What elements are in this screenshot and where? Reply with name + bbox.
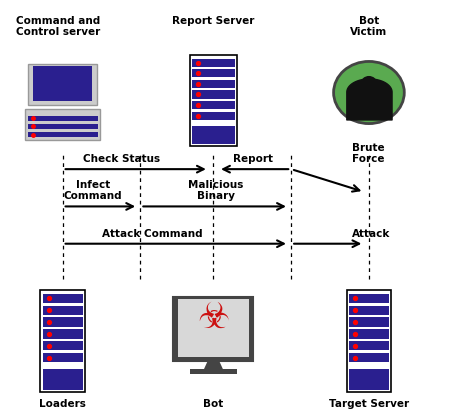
Polygon shape — [203, 361, 224, 371]
FancyBboxPatch shape — [33, 65, 92, 101]
FancyBboxPatch shape — [192, 58, 235, 67]
Text: Infect
Command: Infect Command — [64, 180, 123, 201]
FancyBboxPatch shape — [190, 55, 237, 146]
FancyBboxPatch shape — [192, 69, 235, 78]
Text: Attack: Attack — [353, 229, 391, 239]
Text: Target Server: Target Server — [329, 399, 409, 409]
Text: Command and
Control server: Command and Control server — [16, 16, 100, 38]
Text: Attack Command: Attack Command — [102, 229, 202, 239]
FancyBboxPatch shape — [28, 132, 98, 137]
FancyBboxPatch shape — [192, 101, 235, 109]
FancyBboxPatch shape — [43, 329, 82, 339]
FancyBboxPatch shape — [43, 353, 82, 362]
FancyBboxPatch shape — [349, 341, 389, 350]
Text: Bot
Victim: Bot Victim — [350, 16, 388, 38]
FancyBboxPatch shape — [192, 80, 235, 88]
Text: Report Server: Report Server — [172, 16, 255, 26]
Text: Bot: Bot — [203, 399, 224, 409]
Text: Malicious
Binary: Malicious Binary — [188, 180, 244, 201]
FancyBboxPatch shape — [349, 369, 389, 390]
FancyBboxPatch shape — [349, 329, 389, 339]
FancyBboxPatch shape — [346, 290, 392, 392]
FancyBboxPatch shape — [190, 369, 237, 374]
Text: Brute
Force: Brute Force — [353, 143, 385, 164]
FancyBboxPatch shape — [349, 317, 389, 327]
FancyBboxPatch shape — [192, 90, 235, 98]
Text: ☣: ☣ — [197, 301, 229, 335]
FancyBboxPatch shape — [43, 341, 82, 350]
FancyBboxPatch shape — [25, 109, 100, 140]
FancyBboxPatch shape — [43, 294, 82, 303]
FancyBboxPatch shape — [349, 353, 389, 362]
Text: Check Status: Check Status — [83, 154, 160, 164]
Circle shape — [361, 76, 377, 90]
Text: Report: Report — [234, 154, 273, 164]
FancyBboxPatch shape — [349, 306, 389, 315]
FancyBboxPatch shape — [349, 294, 389, 303]
Circle shape — [334, 61, 404, 123]
Text: Loaders: Loaders — [39, 399, 86, 409]
FancyBboxPatch shape — [173, 296, 254, 361]
FancyBboxPatch shape — [43, 369, 82, 390]
FancyBboxPatch shape — [43, 306, 82, 315]
FancyBboxPatch shape — [28, 124, 98, 129]
FancyBboxPatch shape — [40, 290, 85, 392]
FancyBboxPatch shape — [192, 126, 235, 144]
FancyBboxPatch shape — [43, 317, 82, 327]
FancyBboxPatch shape — [192, 111, 235, 120]
FancyBboxPatch shape — [178, 299, 249, 357]
FancyBboxPatch shape — [28, 63, 97, 105]
FancyBboxPatch shape — [28, 116, 98, 121]
